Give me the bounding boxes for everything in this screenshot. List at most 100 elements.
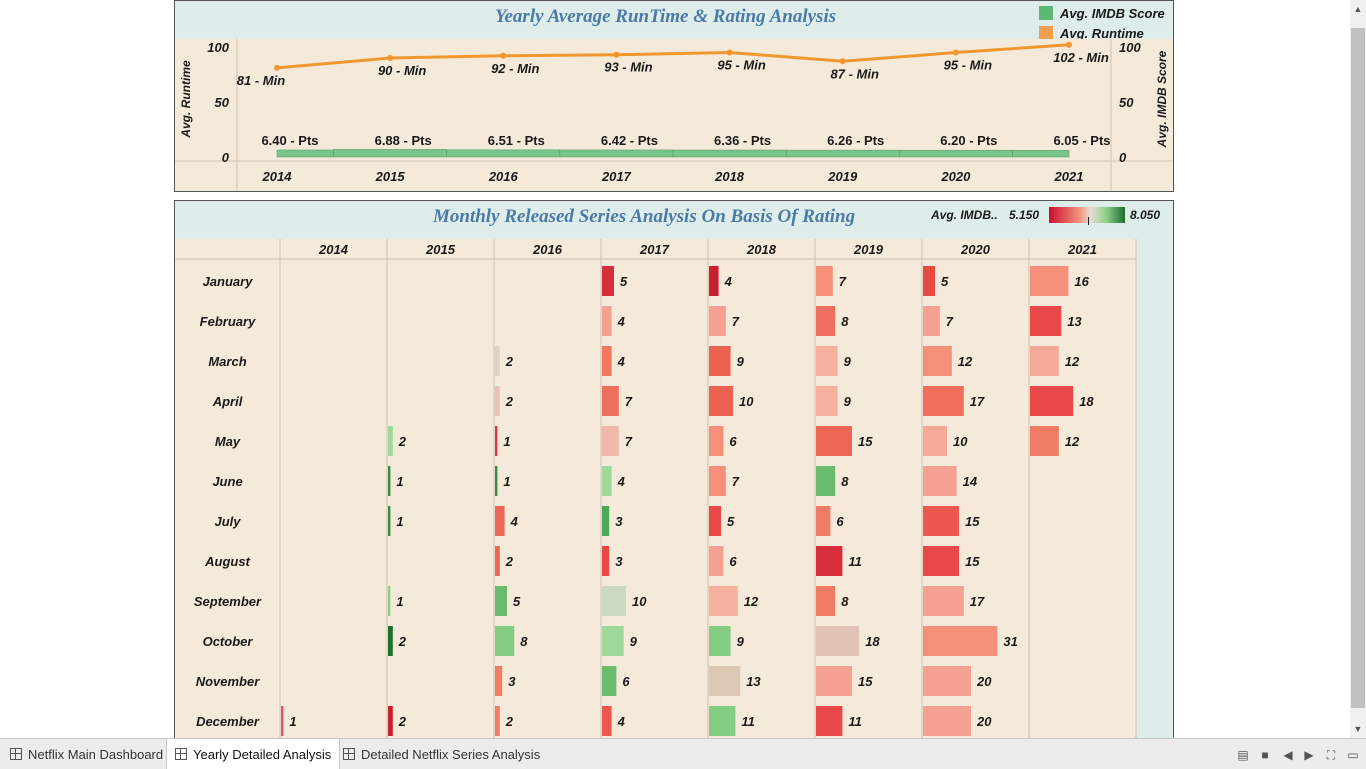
runtime-point[interactable] <box>952 49 959 56</box>
series-count-bar[interactable] <box>816 506 831 536</box>
imdb-score-bar[interactable] <box>672 149 787 158</box>
series-count-bar[interactable] <box>281 706 284 736</box>
series-count-bar[interactable] <box>816 386 838 416</box>
series-count-bar[interactable] <box>495 666 503 696</box>
expand-icon[interactable]: ⛶ <box>1326 748 1336 762</box>
series-count-bar[interactable] <box>602 346 612 376</box>
series-count-bar[interactable] <box>1030 426 1059 456</box>
series-count-bar[interactable] <box>709 346 731 376</box>
series-count-bar[interactable] <box>709 386 733 416</box>
scroll-up-icon[interactable]: ▲ <box>1353 4 1363 14</box>
series-count-bar[interactable] <box>923 346 952 376</box>
series-count-bar[interactable] <box>1030 266 1069 296</box>
series-count-bar[interactable] <box>709 586 738 616</box>
series-count-bar[interactable] <box>923 506 959 536</box>
series-count-bar[interactable] <box>709 706 736 736</box>
scroll-down-icon[interactable]: ▼ <box>1353 724 1363 734</box>
series-count-bar[interactable] <box>923 586 964 616</box>
layout-icon[interactable]: ▤ <box>1237 748 1249 762</box>
imdb-score-bar[interactable] <box>446 149 561 158</box>
series-count-bar[interactable] <box>495 506 505 536</box>
series-count-bar[interactable] <box>923 466 957 496</box>
series-count-bar[interactable] <box>602 626 624 656</box>
series-count-bar[interactable] <box>602 426 619 456</box>
fullscreen-block-icon[interactable]: ■ <box>1261 748 1269 762</box>
runtime-point[interactable] <box>726 49 733 56</box>
runtime-point[interactable] <box>839 58 846 65</box>
prev-icon[interactable]: ◀ <box>1283 748 1293 762</box>
series-count-bar[interactable] <box>923 426 947 456</box>
legend-item-imdb[interactable]: Avg. IMDB Score <box>1039 4 1165 22</box>
series-count-bar[interactable] <box>709 466 726 496</box>
series-count-bar[interactable] <box>816 466 836 496</box>
tab-yearly-detailed-analysis[interactable]: Yearly Detailed Analysis <box>166 739 341 769</box>
series-count-bar[interactable] <box>816 666 852 696</box>
series-count-bar[interactable] <box>816 346 838 376</box>
series-count-bar[interactable] <box>388 466 391 496</box>
series-count-bar[interactable] <box>602 306 612 336</box>
tab-netflix-main-dashboard[interactable]: Netflix Main Dashboard <box>2 739 171 769</box>
series-count-bar[interactable] <box>816 266 833 296</box>
series-count-bar[interactable] <box>388 626 393 656</box>
series-count-bar[interactable] <box>1030 306 1062 336</box>
runtime-point[interactable] <box>500 52 507 59</box>
series-count-bar[interactable] <box>602 386 619 416</box>
series-count-bar[interactable] <box>602 466 612 496</box>
imdb-score-bar[interactable] <box>333 149 447 158</box>
series-count-bar[interactable] <box>495 466 498 496</box>
series-count-bar[interactable] <box>923 626 998 656</box>
series-count-bar[interactable] <box>1030 346 1059 376</box>
series-count-bar[interactable] <box>816 626 860 656</box>
series-count-bar[interactable] <box>709 266 719 296</box>
series-count-bar[interactable] <box>495 626 515 656</box>
imdb-score-bar[interactable] <box>559 149 674 158</box>
present-icon[interactable]: ▭ <box>1347 748 1359 762</box>
series-count-bar[interactable] <box>495 346 500 376</box>
tab-detailed-netflix-series-analysis[interactable]: Detailed Netflix Series Analysis <box>335 739 548 769</box>
series-count-bar[interactable] <box>816 546 843 576</box>
series-count-bar[interactable] <box>602 506 610 536</box>
runtime-line[interactable] <box>276 43 1070 70</box>
series-count-bar[interactable] <box>388 586 391 616</box>
runtime-point[interactable] <box>387 55 394 61</box>
imdb-score-bar[interactable] <box>785 149 900 158</box>
scrollbar-thumb[interactable] <box>1351 28 1365 708</box>
series-count-bar[interactable] <box>602 586 626 616</box>
runtime-point[interactable] <box>274 64 280 71</box>
series-count-bar[interactable] <box>709 426 724 456</box>
series-count-bar[interactable] <box>923 386 964 416</box>
series-count-bar[interactable] <box>709 546 724 576</box>
series-count-bar[interactable] <box>923 306 940 336</box>
series-count-bar[interactable] <box>495 586 507 616</box>
series-count-bar[interactable] <box>923 706 971 736</box>
runtime-point[interactable] <box>613 51 620 58</box>
series-count-bar[interactable] <box>602 546 610 576</box>
series-count-bar[interactable] <box>388 506 391 536</box>
series-count-bar[interactable] <box>816 426 852 456</box>
imdb-score-bar[interactable] <box>899 149 1013 158</box>
next-icon[interactable]: ▶ <box>1304 748 1314 762</box>
series-count-bar[interactable] <box>388 426 393 456</box>
series-count-bar[interactable] <box>495 546 500 576</box>
runtime-point[interactable] <box>1066 41 1072 48</box>
series-count-bar[interactable] <box>495 706 500 736</box>
series-count-bar[interactable] <box>923 546 959 576</box>
series-count-bar[interactable] <box>816 306 836 336</box>
color-legend[interactable]: Avg. IMDB.. 5.150 8.050 <box>931 207 1171 225</box>
series-count-bar[interactable] <box>709 666 741 696</box>
series-count-bar[interactable] <box>709 626 731 656</box>
imdb-score-bar[interactable] <box>1012 150 1070 158</box>
series-count-bar[interactable] <box>816 586 836 616</box>
series-count-bar[interactable] <box>495 386 500 416</box>
legend-item-runtime[interactable]: Avg. Runtime <box>1039 24 1144 42</box>
series-count-bar[interactable] <box>1030 386 1074 416</box>
series-count-bar[interactable] <box>602 706 612 736</box>
series-count-bar[interactable] <box>709 506 721 536</box>
series-count-bar[interactable] <box>388 706 393 736</box>
series-count-bar[interactable] <box>923 266 935 296</box>
series-count-bar[interactable] <box>602 266 614 296</box>
series-count-bar[interactable] <box>923 666 971 696</box>
imdb-score-bar[interactable] <box>276 149 334 158</box>
series-count-bar[interactable] <box>709 306 726 336</box>
series-count-bar[interactable] <box>816 706 843 736</box>
